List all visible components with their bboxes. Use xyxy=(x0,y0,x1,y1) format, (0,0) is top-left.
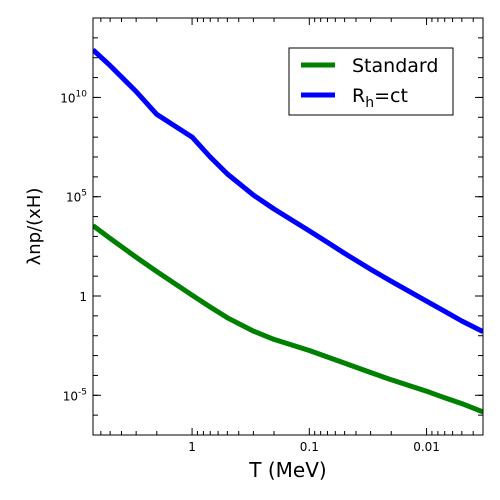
x-tick-label: 0.1 xyxy=(300,440,319,454)
y-tick-label: 1010 xyxy=(60,89,87,105)
legend-box xyxy=(288,47,454,116)
series-line-rh-ct xyxy=(93,47,483,334)
series-line-standard xyxy=(93,223,483,415)
x-tick-label: 0.01 xyxy=(413,440,440,454)
legend-label-standard: Standard xyxy=(352,55,438,77)
x-axis-label: T (MeV) xyxy=(248,458,326,482)
y-tick-label: 105 xyxy=(66,189,87,205)
plot-frame xyxy=(92,17,484,436)
legend-label-rh-ct: Rh=ct xyxy=(352,85,408,111)
x-tick-label: 1 xyxy=(188,440,196,454)
legend: Standard Rh=ct xyxy=(288,47,454,116)
axis-ticks: 1 0.1 0.01 10-5 1 105 1010 xyxy=(60,17,483,454)
y-axis-label: λnp/(xH) xyxy=(24,188,45,266)
series-lines xyxy=(93,47,483,415)
y-tick-label: 1 xyxy=(79,290,87,304)
y-tick-label: 10-5 xyxy=(63,387,87,403)
